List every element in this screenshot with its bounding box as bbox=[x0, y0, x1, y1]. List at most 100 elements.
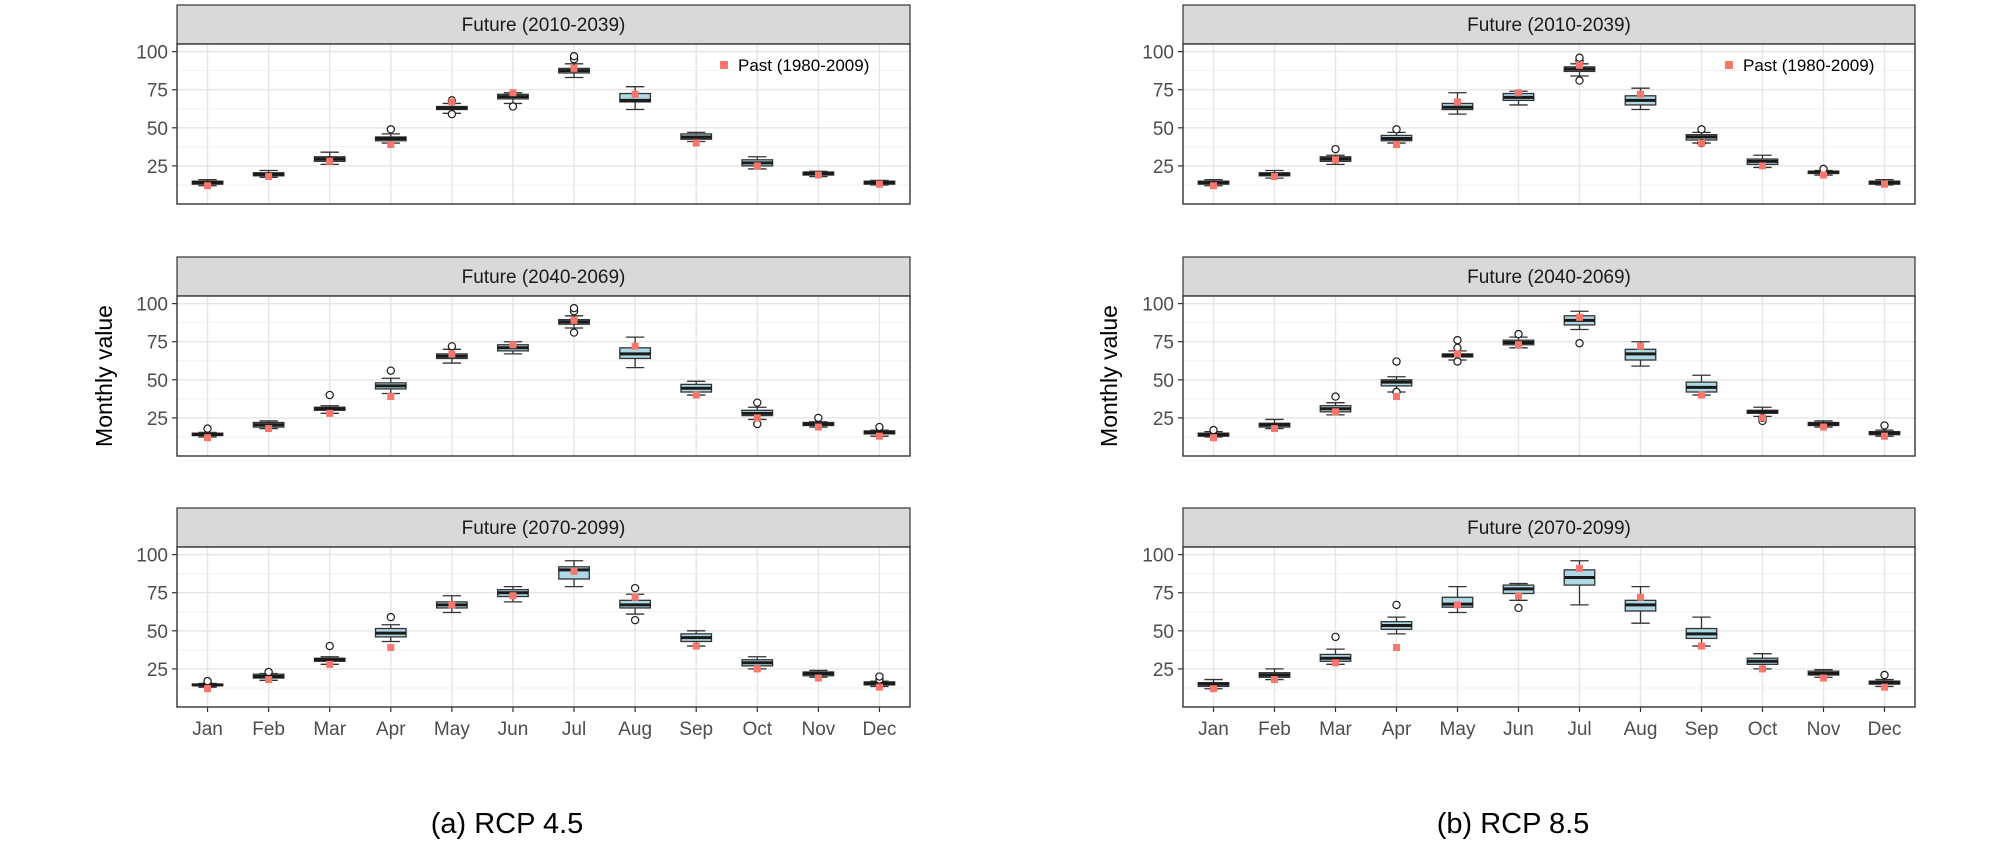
past-point bbox=[509, 592, 517, 600]
past-point bbox=[1698, 139, 1705, 147]
past-point bbox=[326, 157, 334, 165]
box-nov bbox=[1807, 420, 1840, 431]
past-point bbox=[1332, 408, 1339, 416]
box-jan bbox=[1197, 425, 1230, 442]
plot-area bbox=[177, 547, 910, 707]
box-dec bbox=[1868, 670, 1901, 691]
outlier-point bbox=[1575, 76, 1584, 85]
past-point bbox=[1759, 665, 1766, 673]
past-point bbox=[1271, 676, 1278, 684]
box-feb bbox=[252, 169, 285, 181]
past-point bbox=[1637, 90, 1644, 98]
y-tick-label: 25 bbox=[147, 409, 168, 430]
y-tick-label: 25 bbox=[1153, 409, 1174, 430]
box-mar bbox=[313, 151, 346, 166]
past-point bbox=[692, 391, 700, 399]
x-tick-label: Jul bbox=[1567, 719, 1591, 740]
box-aug bbox=[1624, 341, 1657, 367]
past-point bbox=[265, 173, 273, 181]
box-sep bbox=[680, 380, 713, 399]
y-tick-label: 75 bbox=[147, 333, 168, 354]
panel-title: Future (2010-2039) bbox=[1467, 15, 1631, 36]
y-tick-label: 100 bbox=[136, 43, 168, 64]
past-point bbox=[509, 341, 517, 349]
past-point bbox=[326, 660, 334, 668]
outlier-point bbox=[1575, 339, 1584, 348]
x-tick-label: Jan bbox=[192, 719, 223, 740]
box-apr bbox=[1380, 600, 1413, 652]
x-tick-label: Oct bbox=[1748, 719, 1778, 740]
x-tick-label: Oct bbox=[743, 719, 773, 740]
past-point bbox=[631, 342, 639, 350]
x-tick-label: Sep bbox=[679, 719, 713, 740]
box-oct bbox=[741, 656, 774, 673]
outlier-point bbox=[447, 109, 457, 119]
box-oct bbox=[741, 398, 774, 429]
past-point bbox=[1210, 182, 1217, 190]
box-mar bbox=[313, 390, 346, 417]
x-tick-label: May bbox=[1440, 719, 1476, 740]
panel-title: Future (2040-2069) bbox=[1467, 267, 1631, 288]
panel-border bbox=[1182, 546, 1916, 708]
x-tick-label: Mar bbox=[1319, 719, 1352, 740]
box-jan bbox=[1197, 178, 1230, 190]
past-point bbox=[1210, 685, 1217, 693]
outlier-point bbox=[1453, 335, 1462, 345]
box-oct bbox=[1746, 653, 1779, 673]
x-tick-label: Jul bbox=[562, 719, 586, 740]
box-sep bbox=[680, 131, 713, 147]
y-tick-label: 100 bbox=[1142, 546, 1174, 567]
outlier-point bbox=[569, 51, 579, 61]
box-may bbox=[435, 595, 468, 614]
past-point bbox=[814, 423, 822, 431]
outlier-point bbox=[447, 342, 457, 351]
past-point bbox=[1698, 642, 1705, 650]
past-point bbox=[1393, 141, 1400, 149]
legend-label: Past (1980-2009) bbox=[738, 56, 869, 75]
box-aug bbox=[619, 86, 652, 111]
past-point bbox=[1210, 434, 1217, 442]
box-aug bbox=[1624, 585, 1657, 624]
panel: Future (2070-2099) 25 50 75 100 Jan Feb Mar Apr M… bbox=[1142, 507, 1916, 740]
y-axis-label: Monthly value bbox=[91, 305, 117, 447]
outlier-point bbox=[1697, 125, 1706, 134]
x-tick-label: Nov bbox=[1807, 719, 1841, 740]
x-tick-label: Nov bbox=[801, 719, 835, 740]
past-point bbox=[692, 642, 700, 650]
box-jul bbox=[1563, 53, 1596, 85]
box-dec bbox=[863, 672, 896, 691]
panel-title: Future (2070-2099) bbox=[1467, 518, 1631, 539]
outlier-point bbox=[1392, 357, 1401, 366]
panel-border bbox=[1182, 43, 1916, 205]
past-point bbox=[1393, 644, 1400, 652]
past-point bbox=[1576, 61, 1583, 69]
past-point bbox=[1820, 674, 1827, 682]
past-point bbox=[1637, 593, 1644, 601]
past-point bbox=[387, 141, 395, 149]
outlier-point bbox=[1209, 425, 1218, 435]
panel: Future (2070-2099) 25 50 75 100 Jan Feb Mar Apr M… bbox=[136, 507, 911, 740]
outlier-point bbox=[1331, 392, 1340, 401]
box-jul bbox=[1563, 310, 1596, 348]
outlier-point bbox=[569, 328, 579, 337]
box-jun bbox=[1502, 89, 1535, 106]
past-point bbox=[1393, 393, 1400, 401]
y-tick-label: 25 bbox=[147, 660, 168, 681]
box-jun bbox=[1502, 329, 1535, 349]
y-tick-label: 50 bbox=[147, 119, 168, 140]
box-aug bbox=[619, 583, 652, 625]
box-dec bbox=[1868, 421, 1901, 440]
outlier-point bbox=[386, 366, 395, 375]
y-tick-label: 100 bbox=[1142, 43, 1174, 64]
box-sep bbox=[1685, 125, 1718, 148]
box-jan bbox=[191, 178, 224, 190]
y-axis-label: Monthly value bbox=[1096, 305, 1122, 447]
y-tick-label: 100 bbox=[136, 295, 168, 316]
outlier-point bbox=[753, 419, 762, 429]
outlier-point bbox=[630, 615, 640, 625]
past-point bbox=[875, 432, 883, 440]
past-point bbox=[1332, 156, 1339, 164]
panel: Future (2040-2069) 25 50 75 100 bbox=[1142, 256, 1916, 457]
outlier-point bbox=[325, 390, 334, 400]
x-tick-label: May bbox=[434, 719, 470, 740]
